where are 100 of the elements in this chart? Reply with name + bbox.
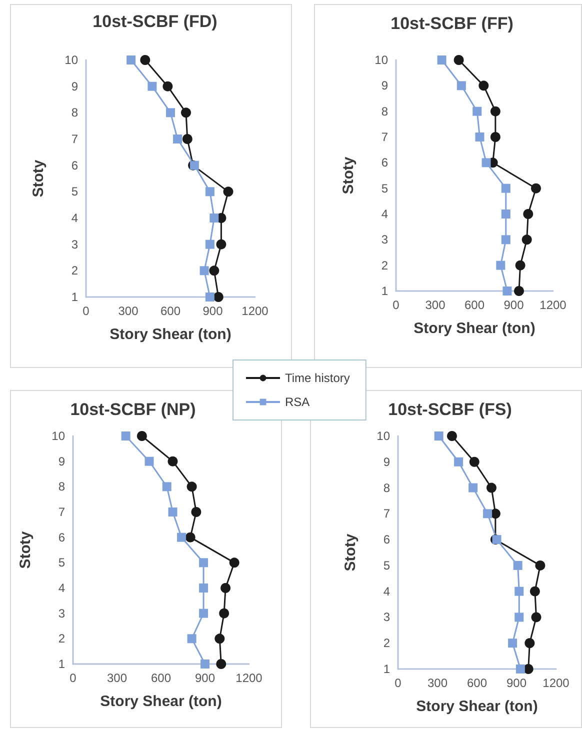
point (144, 456, 154, 466)
point (437, 56, 446, 64)
point (168, 456, 178, 466)
point (456, 81, 466, 90)
point (177, 532, 186, 542)
x-tick-label: 600 (466, 676, 488, 690)
point (496, 260, 506, 270)
x-tick-label: 300 (106, 671, 128, 685)
point (501, 235, 510, 244)
point (531, 183, 541, 194)
y-tick-label: 6 (58, 530, 66, 544)
point (486, 482, 496, 493)
point (454, 457, 464, 466)
y-axis-title: Stoty (17, 530, 34, 569)
point (200, 660, 210, 668)
x-tick-label: 600 (464, 298, 485, 312)
x-axis-title: Story Shear (ton) (110, 326, 232, 343)
y-tick-label: 8 (381, 104, 388, 118)
x-tick-label: 300 (425, 298, 446, 312)
x-tick-label: 1200 (242, 304, 269, 318)
x-tick-label: 600 (160, 304, 181, 318)
point (182, 134, 192, 144)
point (214, 634, 225, 644)
point (186, 482, 197, 492)
point (513, 560, 522, 570)
point (213, 292, 224, 302)
point (434, 432, 444, 440)
legend-label: Time history (285, 371, 350, 385)
x-tick-label: 0 (392, 298, 400, 312)
point (166, 108, 175, 118)
point (199, 558, 208, 568)
x-tick-label: 300 (427, 676, 448, 690)
point (524, 638, 535, 648)
x-tick-label: 900 (504, 298, 524, 312)
x-tick-label: 300 (118, 304, 139, 318)
legend-label: RSA (285, 395, 310, 409)
point (478, 80, 489, 91)
point (205, 240, 214, 249)
point (223, 186, 234, 197)
y-tick-label: 9 (71, 79, 78, 94)
y-tick-label: 6 (383, 532, 390, 547)
y-tick-label: 3 (381, 232, 388, 247)
x-tick-label: 900 (506, 676, 527, 690)
y-tick-label: 4 (381, 207, 388, 221)
point (514, 612, 524, 622)
point (468, 483, 478, 492)
y-tick-label: 7 (381, 130, 388, 144)
chart-title: 10st-SCBF (FS) (388, 400, 512, 419)
point (187, 634, 196, 644)
y-tick-label: 8 (383, 480, 390, 495)
point (472, 106, 482, 116)
y-tick-label: 8 (71, 106, 78, 120)
y-tick-label: 1 (383, 662, 390, 676)
y-tick-label: 5 (383, 558, 390, 572)
y-tick-label: 8 (58, 480, 66, 494)
y-tick-label: 9 (381, 78, 388, 93)
point (200, 266, 209, 276)
x-axis-title: Story Shear (ton) (416, 698, 538, 715)
y-axis-title: Stoty (342, 533, 359, 572)
x-tick-label: 0 (70, 671, 77, 685)
point (121, 432, 130, 440)
point (502, 286, 512, 296)
point (229, 558, 240, 568)
chart-title: 10st-SCBF (FD) (92, 12, 218, 31)
y-tick-label: 4 (71, 211, 78, 225)
point (531, 612, 542, 622)
x-tick-label: 0 (82, 304, 90, 318)
point (199, 584, 208, 592)
point (530, 586, 540, 596)
point (515, 260, 526, 270)
y-tick-label: 1 (71, 290, 78, 304)
y-tick-label: 10 (52, 429, 66, 443)
point (454, 55, 464, 65)
y-tick-label: 9 (383, 454, 390, 469)
y-tick-label: 6 (381, 156, 388, 170)
point (209, 266, 220, 276)
point (126, 56, 136, 64)
y-tick-label: 2 (58, 632, 66, 646)
y-tick-label: 5 (58, 556, 66, 570)
point (216, 659, 226, 669)
point (469, 456, 480, 467)
y-tick-label: 10 (64, 53, 78, 67)
x-tick-label: 0 (394, 676, 402, 690)
y-tick-label: 2 (383, 636, 390, 650)
point (210, 214, 219, 222)
y-tick-label: 9 (58, 454, 66, 468)
y-tick-label: 10 (374, 53, 388, 67)
point (490, 106, 500, 116)
point (191, 507, 202, 517)
x-axis-title: Story Shear (ton) (100, 693, 222, 710)
point (140, 55, 150, 65)
point (475, 132, 484, 142)
point (205, 187, 214, 196)
chart-title: 10st-SCBF (FF) (390, 14, 514, 33)
point (523, 209, 534, 219)
point (162, 482, 172, 492)
point (185, 532, 196, 542)
x-tick-label: 900 (194, 671, 216, 685)
x-tick-label: 1200 (542, 676, 570, 690)
point (446, 431, 457, 441)
